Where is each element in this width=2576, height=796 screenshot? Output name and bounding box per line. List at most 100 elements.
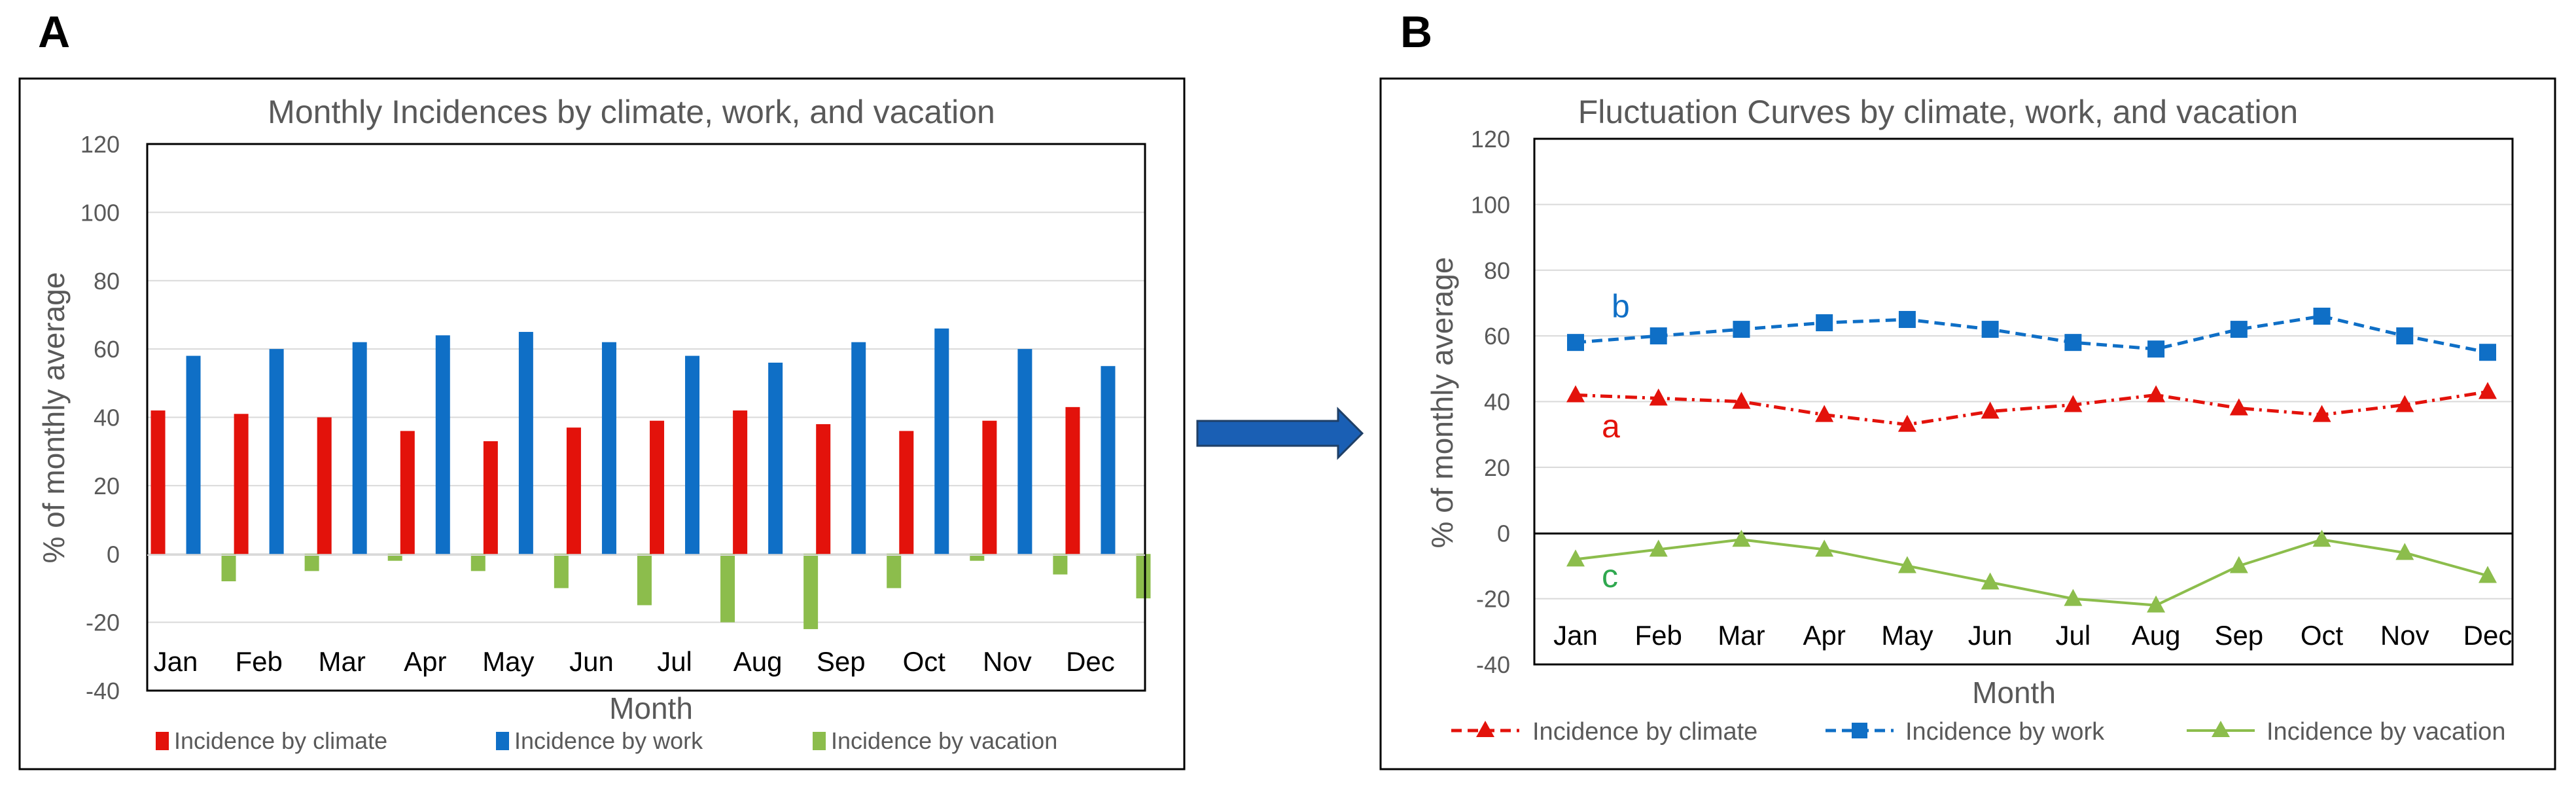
bar-climate [483,441,498,554]
chart-b-xtick-label: Jan [1553,620,1598,651]
chart-a-title: Monthly Incidences by climate, work, and… [268,94,995,130]
chart-b-xlabel: Month [1972,676,2056,710]
panel-letter-b: B [1400,7,1432,57]
bar-climate [566,427,581,554]
chart-a-xtick-label: Apr [404,646,446,677]
bar-work [352,342,367,554]
bar-climate [899,431,914,554]
bar-climate [150,410,166,554]
marker-work [2147,340,2165,358]
chart-b-xtick-label: Apr [1803,620,1846,651]
marker-climate [1897,414,1916,432]
chart-b-xtick-label: Jun [1968,620,2013,651]
chart-b-xtick-label: Nov [2380,620,2429,651]
marker-vacation [2064,588,2083,606]
bar-work [601,342,616,554]
legend-a-vacation-label: Incidence by vacation [831,727,1057,754]
chart-a-xtick-label: Nov [983,646,1032,677]
bar-vacation [304,554,319,571]
legend-b-climate-triangle-icon [1476,721,1494,737]
legend-a-vacation-swatch [813,732,826,750]
chart-a-xtick-label: Feb [235,646,282,677]
chart-a-xtick-label: May [482,646,534,677]
marker-vacation [1981,572,2000,590]
chart-b-yticks: 120 100 80 60 40 20 0 -20 -40 [1471,126,1510,678]
bar-vacation [887,554,902,588]
marker-climate [1732,391,1751,409]
marker-vacation [1815,539,1834,557]
marker-vacation [2312,530,2331,547]
bar-work [851,342,866,554]
series-label-b: b [1612,288,1630,325]
chart-a-xtick-label: Jun [569,646,614,677]
legend-b-vacation-triangle-icon [2212,721,2230,737]
marker-work [2230,321,2248,338]
chart-b-ytick-label: 100 [1471,191,1510,218]
bar-vacation [720,554,735,623]
bar-climate [234,414,249,554]
marker-climate [1566,385,1585,403]
chart-a-ytick-label: 100 [80,199,120,226]
series-label-c: c [1602,558,1618,594]
marker-climate [2229,398,2248,416]
marker-climate [2395,395,2414,412]
chart-b-xtick-label: Sep [2214,620,2263,651]
chart-b-legend: Incidence by climate Incidence by work I… [1451,718,2505,746]
chart-b-plot-frame [1533,137,2514,666]
bar-work [186,355,201,554]
chart-a-plot-frame [146,143,1146,692]
bar-work [435,335,450,554]
bar-vacation [221,554,236,581]
bar-work [685,355,700,554]
chart-a-xtick-label: Jul [657,646,692,677]
bar-work [1101,366,1116,554]
legend-a-climate-swatch [156,732,169,750]
chart-b-xtick-label: Oct [2301,620,2344,651]
marker-work [1567,334,1584,352]
chart-b-ytick-label: 80 [1484,257,1510,284]
bar-work [934,328,949,554]
bar-vacation [803,554,819,630]
marker-work [2396,327,2414,345]
marker-vacation [2229,556,2248,573]
line-vacation [1575,538,2488,607]
marker-work [1650,327,1667,345]
chart-b-ytick-label: 0 [1497,520,1510,547]
chart-b-xticks: Jan Feb Mar Apr May Jun Jul Aug Sep Oct Nov Dec [1553,620,2512,651]
chart-a-ytick-label: 40 [94,405,120,431]
bar-vacation [1136,554,1151,599]
marker-vacation [1566,549,1585,567]
chart-a-ytick-label: 60 [94,336,120,363]
bar-climate [982,420,997,554]
marker-vacation [2147,595,2166,613]
bar-work [518,332,533,554]
marker-work [2479,344,2496,361]
marker-vacation [2395,543,2414,560]
chart-a-ytick-label: 20 [94,473,120,499]
legend-b-work-label: Incidence by work [1905,718,2105,746]
chart-a-yticks: 120 100 80 60 40 20 0 -20 -40 [80,131,120,704]
line-work [1575,314,2488,354]
marker-climate [2064,395,2083,412]
marker-work [2064,334,2082,352]
chart-b-xtick-label: Jul [2056,620,2091,651]
marker-climate [1815,405,1834,422]
legend-a-work-swatch [496,732,509,750]
chart-a-ytick-label: 120 [80,131,120,158]
marker-work [1981,321,1999,338]
bar-climate [816,424,831,554]
marker-climate [1981,401,2000,419]
chart-a-xlabel: Month [609,691,693,725]
bar-work [768,363,783,554]
bar-vacation [387,554,402,561]
chart-a-xtick-label: Aug [733,646,783,677]
chart-b-title: Fluctuation Curves by climate, work, and… [1578,94,2299,130]
chart-b-xtick-label: Aug [2132,620,2181,651]
panel-b-frame [1379,77,2556,770]
chart-a-ytick-label: -20 [86,609,120,636]
chart-b-ytick-label: 40 [1484,389,1510,416]
chart-b-ylabel: % of monthly average [1425,257,1459,549]
marker-vacation [2479,566,2497,583]
right-arrow-icon [1196,407,1364,460]
